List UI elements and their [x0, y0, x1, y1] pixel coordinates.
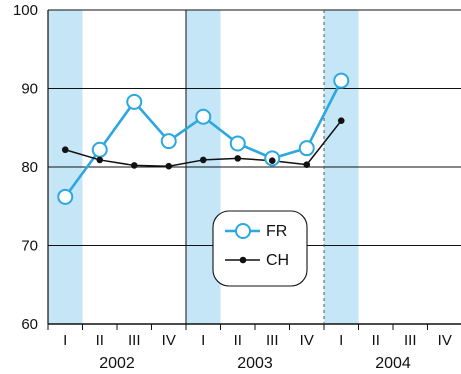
x-year-label-2003: 2003 — [237, 355, 273, 372]
marker-ch — [96, 156, 104, 164]
marker-fr — [57, 188, 74, 205]
year-divider-layer — [185, 10, 325, 324]
marker-fr — [91, 141, 108, 158]
y-tick-label: 80 — [21, 159, 38, 176]
marker-fr — [298, 140, 315, 157]
x-quarter-label: IV — [162, 332, 176, 349]
marker-fr — [333, 72, 350, 89]
marker-fr — [160, 133, 177, 150]
marker-ch — [61, 146, 69, 154]
legend-label-fr: FR — [266, 223, 287, 240]
x-year-label-2002: 2002 — [99, 355, 135, 372]
axes-layer — [47, 10, 428, 330]
x-quarter-label: I — [339, 332, 343, 349]
y-tick-label: 70 — [21, 238, 38, 255]
y-tick-label: 90 — [21, 81, 38, 98]
x-year-label-2004: 2004 — [375, 355, 411, 372]
legend-box — [212, 210, 308, 287]
marker-fr — [229, 135, 246, 152]
marker-ch — [199, 156, 207, 164]
marker-ch — [303, 161, 311, 168]
y-tick-label: 60 — [21, 316, 38, 333]
legend-marker-fr — [235, 223, 251, 239]
series-layer — [57, 72, 350, 205]
legend-marker-ch — [239, 256, 247, 264]
marker-ch — [165, 162, 173, 170]
x-quarter-label: IV — [438, 332, 452, 349]
x-quarter-label: III — [266, 332, 279, 349]
marker-ch — [234, 155, 242, 162]
x-quarter-label: II — [96, 332, 104, 349]
legend: FR CH — [212, 210, 308, 287]
x-quarter-label: I — [201, 332, 205, 349]
marker-ch — [130, 162, 138, 169]
marker-fr — [195, 108, 212, 125]
x-quarter-label: III — [128, 332, 141, 349]
marker-ch — [268, 157, 276, 165]
marker-fr — [126, 93, 143, 110]
x-quarter-label: IV — [300, 332, 314, 349]
x-quarter-label: II — [234, 332, 242, 349]
x-quarter-label: III — [404, 332, 417, 349]
x-quarter-label: I — [63, 332, 67, 349]
x-quarter-label: II — [372, 332, 380, 349]
grid-layer — [48, 9, 461, 325]
legend-label-ch: CH — [266, 252, 289, 269]
marker-ch — [337, 117, 345, 124]
y-tick-label: 100 — [13, 2, 38, 19]
